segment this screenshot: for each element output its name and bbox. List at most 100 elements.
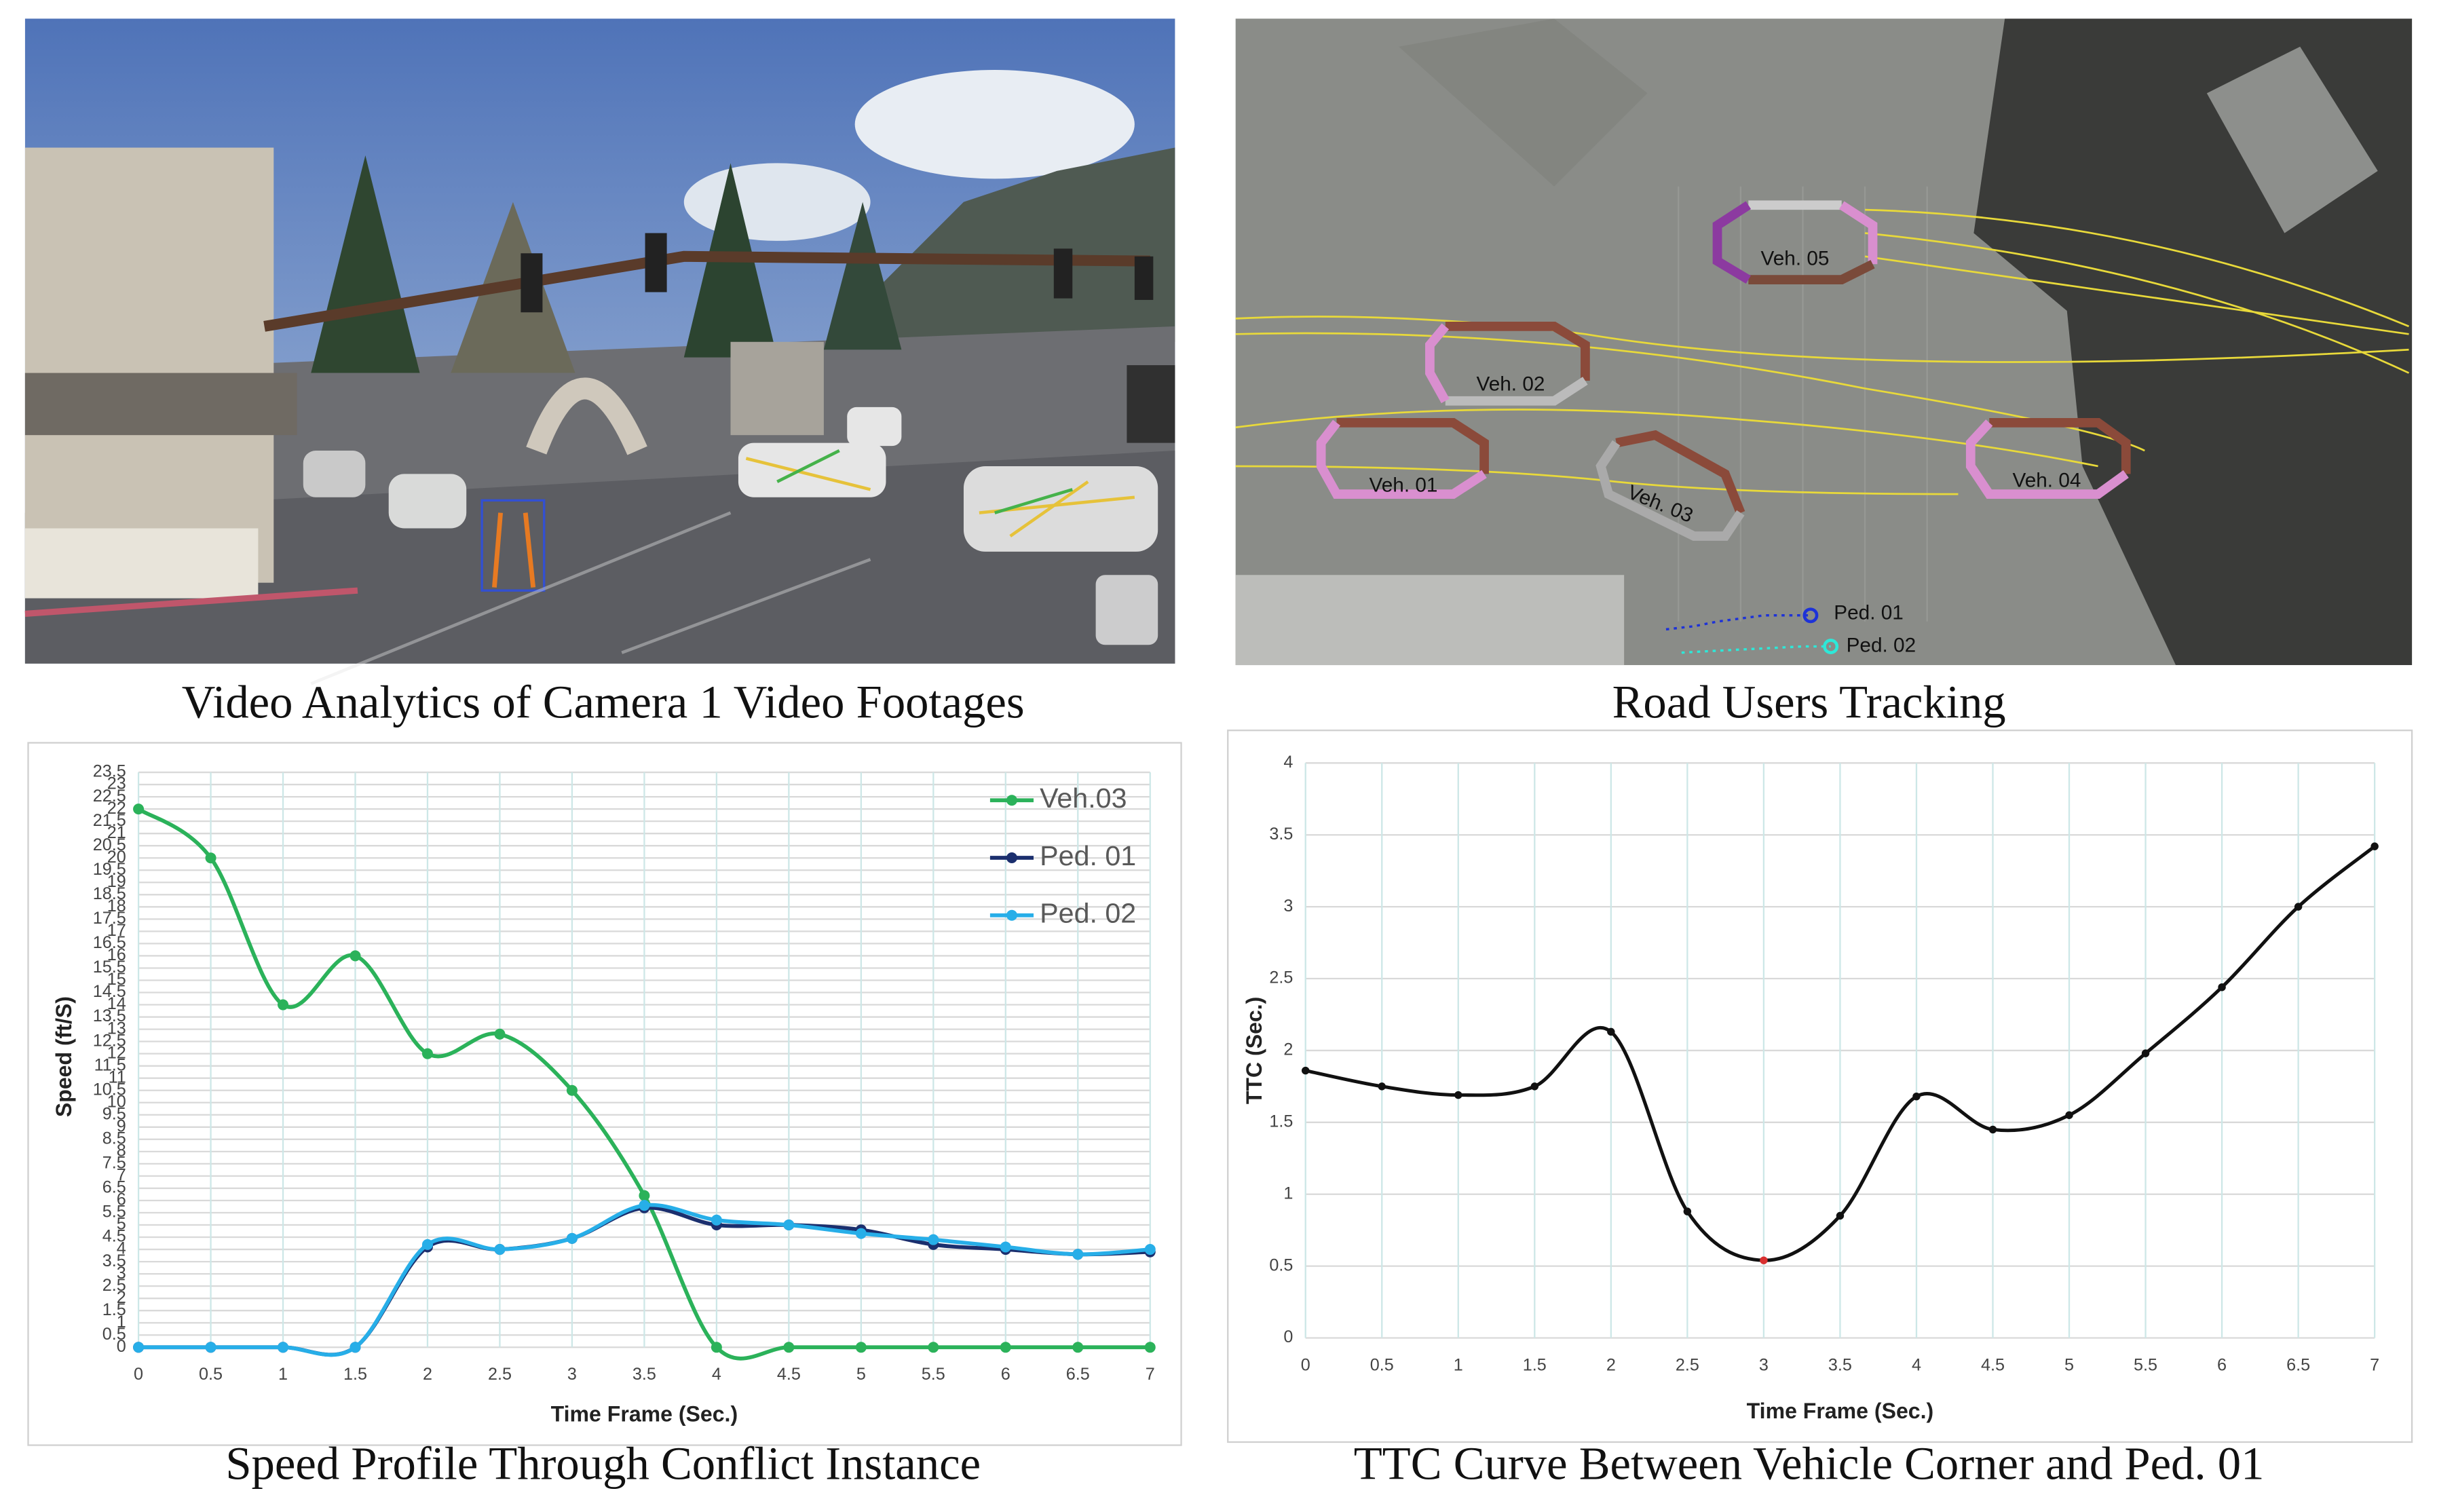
data-point (494, 1028, 506, 1040)
y-tick-label: 16 (107, 945, 126, 964)
chart-caption: TTC Curve Between Vehicle Corner and Ped… (1354, 1438, 2265, 1490)
x-tick-label: 1.5 (1523, 1355, 1547, 1374)
data-point (855, 1342, 867, 1353)
legend-label: Ped. 02 (1040, 898, 1136, 929)
y-tick-label: 3 (117, 1264, 126, 1283)
x-tick-label: 3.5 (1828, 1355, 1852, 1374)
data-point (350, 1342, 361, 1353)
data-point (783, 1342, 795, 1353)
y-tick-label: 23 (107, 774, 126, 793)
data-point (566, 1084, 578, 1096)
x-tick-label: 0 (1301, 1355, 1310, 1374)
data-point (1760, 1256, 1768, 1264)
data-point (205, 1342, 216, 1353)
data-point (1683, 1207, 1692, 1215)
y-tick-label: 0.5 (1269, 1255, 1293, 1274)
data-point (1378, 1082, 1386, 1091)
y-tick-label: 10.5 (93, 1080, 126, 1099)
y-tick-label: 10 (107, 1092, 126, 1111)
x-axis-title: Time Frame (Sec.) (551, 1401, 738, 1426)
data-point (1836, 1211, 1845, 1220)
data-point (928, 1234, 939, 1245)
y-tick-label: 18 (107, 896, 126, 915)
data-point (1000, 1342, 1011, 1353)
x-tick-label: 3 (1759, 1355, 1769, 1374)
data-point (2065, 1111, 2073, 1119)
y-axis-title: Speed (ft/S) (52, 996, 76, 1117)
x-tick-label: 0 (134, 1365, 143, 1384)
data-point (2218, 983, 2226, 991)
y-tick-label: 5.5 (102, 1203, 126, 1222)
y-tick-label: 1.5 (102, 1300, 126, 1319)
x-tick-label: 0.5 (199, 1365, 223, 1384)
y-tick-label: 11 (109, 1067, 126, 1086)
y-tick-label: 12 (107, 1043, 126, 1062)
y-tick-label: 2.5 (102, 1276, 126, 1295)
vehicle-label: Veh. 04 (2013, 470, 2081, 492)
x-tick-label: 6 (2217, 1355, 2227, 1374)
data-point (2141, 1049, 2150, 1057)
y-tick-label: 21 (107, 823, 126, 842)
y-tick-label: 1 (1283, 1184, 1293, 1203)
y-tick-label: 8.5 (102, 1129, 126, 1148)
y-tick-label: 2.5 (1269, 968, 1293, 987)
x-tick-label: 4 (712, 1365, 721, 1384)
data-point (205, 852, 216, 864)
y-tick-label: 2 (117, 1288, 126, 1307)
panel-caption: Road Users Tracking (1612, 677, 2006, 728)
data-point (2294, 903, 2303, 911)
data-point (855, 1228, 867, 1239)
y-tick-label: 1 (117, 1312, 126, 1331)
data-point (1000, 1241, 1011, 1253)
data-point (566, 1232, 578, 1244)
chart-caption: Speed Profile Through Conflict Instance (225, 1438, 981, 1490)
data-point (711, 1214, 722, 1226)
y-tick-label: 15.5 (93, 958, 126, 977)
y-tick-label: 16.5 (93, 933, 126, 952)
x-tick-label: 5.5 (922, 1365, 945, 1384)
vehicle-label: Veh. 01 (1369, 474, 1438, 497)
y-tick-label: 14 (107, 994, 126, 1013)
data-point (783, 1220, 795, 1231)
x-tick-label: 1 (1454, 1355, 1463, 1374)
y-tick-label: 1.5 (1269, 1112, 1293, 1131)
data-point (1988, 1125, 1997, 1134)
y-tick-label: 3.5 (1269, 825, 1293, 844)
x-tick-label: 6.5 (1066, 1365, 1090, 1384)
pedestrian-label: Ped. 01 (1834, 601, 1904, 624)
y-tick-label: 15 (107, 970, 126, 989)
y-tick-label: 4 (117, 1239, 126, 1258)
y-tick-label: 4.5 (102, 1227, 126, 1246)
data-point (639, 1200, 650, 1211)
legend-marker (1006, 852, 1017, 863)
x-tick-label: 1.5 (343, 1365, 367, 1384)
y-tick-label: 23.5 (93, 762, 126, 781)
chart-frame (27, 742, 1182, 1446)
data-point (133, 1342, 145, 1353)
y-tick-label: 22 (107, 799, 126, 818)
camera-photo (24, 18, 1175, 685)
data-point (711, 1342, 722, 1353)
x-tick-label: 3.5 (632, 1365, 656, 1384)
y-axis-title: TTC (Sec.) (1242, 997, 1266, 1104)
x-tick-label: 7 (2370, 1355, 2379, 1374)
x-tick-label: 4.5 (1981, 1355, 2005, 1374)
data-point (133, 804, 145, 815)
y-tick-label: 3.5 (102, 1251, 126, 1270)
y-tick-label: 0 (117, 1337, 126, 1356)
y-tick-label: 6 (117, 1190, 126, 1209)
y-tick-label: 17 (107, 921, 126, 940)
data-point (278, 999, 289, 1010)
x-tick-label: 5 (2064, 1355, 2074, 1374)
legend-marker (1006, 795, 1017, 806)
x-axis-title: Time Frame (Sec.) (1747, 1399, 1933, 1423)
data-point (2370, 842, 2379, 850)
y-tick-label: 5 (117, 1215, 126, 1234)
y-tick-label: 2 (1283, 1040, 1293, 1059)
data-point (928, 1342, 939, 1353)
x-tick-label: 2.5 (1676, 1355, 1699, 1374)
data-point (278, 1342, 289, 1353)
data-point (1144, 1244, 1156, 1255)
y-tick-label: 21.5 (93, 811, 126, 830)
